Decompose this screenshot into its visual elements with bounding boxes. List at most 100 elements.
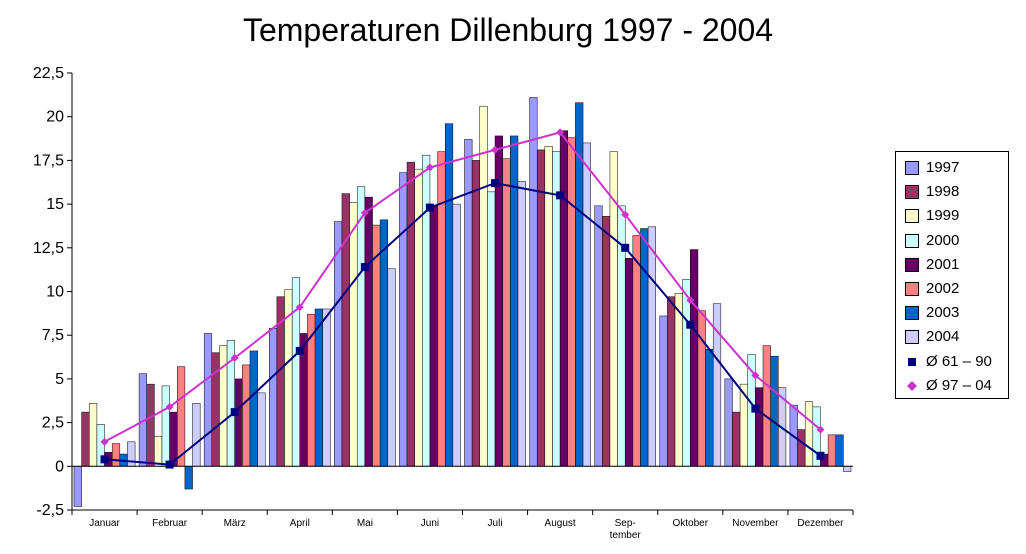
bar bbox=[755, 387, 764, 467]
bar bbox=[502, 158, 511, 467]
line-point-diamond bbox=[295, 303, 304, 312]
line-point-square bbox=[230, 408, 239, 417]
bar bbox=[843, 466, 852, 472]
line-point-square bbox=[816, 451, 825, 460]
bar bbox=[835, 434, 844, 467]
legend-label: 2003 bbox=[926, 304, 960, 322]
legend-label: Ø 61 – 90 bbox=[926, 352, 992, 370]
line-point-square bbox=[295, 346, 304, 355]
y-tick-label: 22,5 bbox=[33, 65, 64, 82]
line-point-diamond bbox=[816, 425, 825, 434]
y-tick-label: 12,5 bbox=[33, 240, 64, 257]
bar bbox=[529, 97, 538, 467]
x-tick-label: Oktober bbox=[673, 518, 709, 529]
bar bbox=[242, 364, 251, 467]
line-point-diamond bbox=[686, 296, 695, 305]
line-point-diamond bbox=[491, 145, 500, 154]
bar bbox=[697, 310, 706, 467]
x-tick-label: Februar bbox=[152, 518, 188, 529]
legend-swatch bbox=[905, 161, 919, 175]
y-tick-label: 20 bbox=[46, 109, 64, 126]
bar bbox=[184, 466, 193, 490]
legend-swatch bbox=[905, 330, 919, 345]
bar bbox=[73, 466, 82, 507]
legend-label: 2004 bbox=[926, 328, 960, 346]
bar bbox=[322, 308, 331, 467]
legend-marker bbox=[908, 357, 916, 366]
legend-label: Ø 97 – 04 bbox=[926, 376, 992, 394]
line-point-square bbox=[360, 263, 369, 272]
bar bbox=[647, 226, 656, 467]
bar bbox=[594, 205, 603, 467]
line-point-square bbox=[751, 404, 760, 413]
bar bbox=[471, 160, 481, 467]
bar bbox=[111, 443, 121, 467]
bar bbox=[632, 235, 641, 467]
bar bbox=[659, 315, 668, 467]
bar bbox=[827, 434, 836, 467]
y-tick-label: -2,5 bbox=[36, 502, 64, 519]
series-line bbox=[104, 131, 822, 443]
bar bbox=[770, 355, 779, 467]
bar bbox=[387, 268, 396, 467]
line-point-diamond bbox=[751, 371, 760, 380]
line-point-diamond bbox=[556, 128, 565, 137]
x-tick-label: Sep- bbox=[615, 518, 636, 529]
bar bbox=[154, 436, 163, 467]
bar bbox=[690, 249, 699, 467]
bar bbox=[444, 123, 454, 467]
bar bbox=[705, 348, 714, 467]
legend-label: 2002 bbox=[926, 280, 960, 297]
bar bbox=[379, 219, 389, 467]
line-point-diamond bbox=[360, 208, 369, 217]
bar bbox=[429, 205, 438, 467]
bar bbox=[81, 411, 90, 467]
chart-legend: 1997 1998 1999 2000 2001 2002 2003 2004 Ø 61 – 9… bbox=[895, 151, 1009, 399]
bar bbox=[422, 154, 431, 467]
legend-label: 1998 bbox=[926, 183, 960, 201]
bar bbox=[356, 186, 366, 467]
bar bbox=[349, 202, 358, 467]
line-point-diamond bbox=[165, 402, 174, 411]
bar bbox=[464, 139, 473, 467]
bar bbox=[724, 378, 733, 467]
bar bbox=[146, 383, 155, 467]
bar bbox=[804, 401, 814, 467]
bar bbox=[674, 293, 683, 467]
bar bbox=[582, 142, 591, 467]
line-point-diamond bbox=[230, 353, 239, 362]
legend-marker bbox=[907, 380, 917, 391]
bar bbox=[624, 258, 634, 467]
legend-swatch bbox=[905, 282, 919, 296]
x-tick-label: tember bbox=[610, 530, 642, 541]
bar bbox=[487, 191, 496, 467]
bar bbox=[334, 221, 343, 467]
line-point-diamond bbox=[425, 163, 434, 172]
line-point-square bbox=[100, 455, 109, 464]
bar bbox=[479, 105, 488, 467]
x-tick-label: August bbox=[545, 518, 576, 529]
bar bbox=[257, 392, 266, 467]
y-tick-label: 5 bbox=[55, 371, 64, 388]
bar bbox=[399, 172, 408, 467]
y-tick-label: 7,5 bbox=[42, 327, 64, 344]
bar bbox=[203, 333, 213, 467]
legend-label: 1999 bbox=[926, 207, 960, 225]
legend-swatch bbox=[905, 185, 919, 200]
bar bbox=[762, 345, 771, 467]
line-point-diamond bbox=[621, 210, 630, 219]
bar bbox=[414, 168, 423, 467]
y-tick-label: 2,5 bbox=[42, 415, 64, 432]
bar bbox=[406, 161, 415, 467]
line-point-diamond bbox=[100, 437, 109, 446]
legend-swatch bbox=[905, 233, 919, 248]
bar bbox=[536, 149, 546, 467]
x-tick-label: November bbox=[732, 518, 779, 529]
x-tick-label: Mai bbox=[357, 518, 373, 529]
bar bbox=[249, 350, 258, 467]
bar bbox=[567, 137, 576, 467]
bar bbox=[234, 378, 243, 467]
x-tick-label: Juni bbox=[421, 518, 439, 529]
bar bbox=[192, 403, 201, 467]
